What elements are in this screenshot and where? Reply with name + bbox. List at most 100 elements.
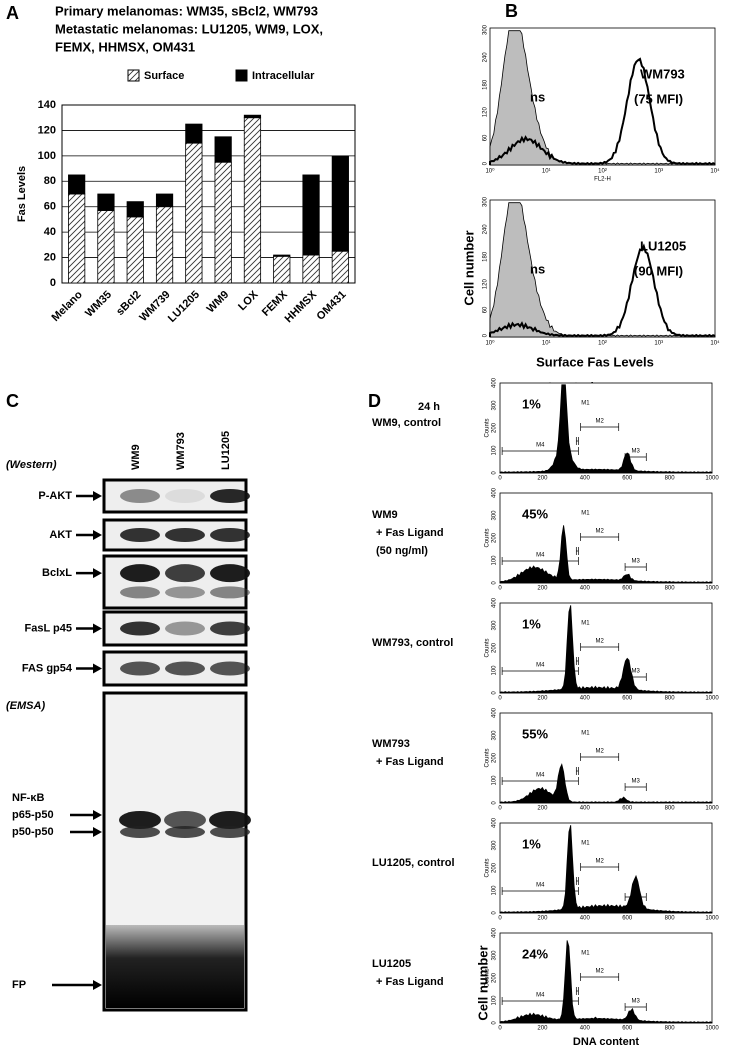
y-tick-label: 240 (483, 52, 489, 63)
x-tick-label: LOX (236, 288, 261, 313)
band (210, 621, 250, 636)
band (210, 489, 250, 503)
gate-label: M4 (536, 663, 545, 669)
y-tick-label: 80 (44, 175, 56, 187)
counts-label: Counts (485, 528, 491, 547)
x-tick-label: 0 (498, 806, 502, 812)
bar (243, 117, 262, 284)
condition-label: WM793, control (372, 637, 453, 649)
blot-label: FAS gp54 (22, 662, 73, 674)
legend-swatch (127, 69, 140, 82)
channel-label: FL2-H (594, 177, 611, 183)
counts-label: Counts (485, 968, 491, 987)
band (165, 621, 205, 636)
x-tick-label: 200 (537, 586, 548, 592)
y-tick-label: 180 (483, 79, 489, 90)
x-tick-label: 10⁴ (710, 168, 720, 175)
gate-label: M3 (632, 449, 641, 455)
arrow-head (93, 530, 102, 540)
legend-swatch (235, 69, 248, 82)
counts-label: Counts (485, 418, 491, 437)
bar (185, 142, 203, 284)
y-tick-label: 400 (492, 707, 498, 718)
x-tick-label: 1000 (705, 1026, 719, 1032)
x-axis-label: Surface Fas Levels (536, 354, 654, 369)
arrow-head (93, 663, 102, 674)
y-tick-label: 400 (492, 817, 498, 828)
blot-label: P-AKT (38, 490, 72, 502)
histogram-frame (499, 932, 713, 1024)
x-tick-label: 400 (580, 696, 591, 702)
bar (302, 174, 320, 256)
x-tick-label: 10² (598, 341, 607, 347)
x-tick-label: 600 (622, 1026, 633, 1032)
bar (97, 210, 115, 284)
panel-label: A (6, 3, 19, 23)
x-tick-label: OM431 (315, 289, 349, 323)
blot-label: FasL p45 (25, 622, 73, 634)
gate-label: M4 (536, 553, 545, 559)
cell-line: LU1205 (640, 238, 686, 253)
mfi-label: (90 MFI) (634, 263, 683, 278)
percent-label: 24% (522, 946, 548, 961)
bar (155, 206, 174, 284)
y-tick-label: 100 (492, 995, 498, 1006)
x-tick-label: 800 (665, 586, 676, 592)
x-tick-label: 200 (537, 696, 548, 702)
y-tick-label: 0 (483, 333, 489, 337)
bar (214, 136, 232, 163)
y-tick-label: 100 (492, 665, 498, 676)
gate-label: M1 (581, 621, 590, 627)
y-tick-label: 300 (483, 196, 489, 207)
x-tick-label: 0 (498, 696, 502, 702)
mfi-label: (75 MFI) (634, 91, 683, 106)
legend-label: Intracellular (252, 70, 315, 82)
y-axis-label: Fas Levels (16, 166, 28, 222)
x-tick-label: 400 (580, 806, 591, 812)
condition-label: (50 ng/ml) (376, 545, 428, 557)
subtitle: Primary melanomas: WM35, sBcl2, WM793 (55, 3, 318, 18)
y-tick-label: 200 (492, 862, 498, 873)
band (165, 586, 205, 599)
x-tick-label: 800 (665, 696, 676, 702)
band (210, 586, 250, 599)
x-tick-label: 400 (580, 1026, 591, 1032)
y-tick-label: 0 (492, 471, 498, 475)
band-label: FP (12, 979, 26, 991)
gate-label: M4 (536, 883, 545, 889)
bar (97, 193, 115, 211)
percent-label: 1% (522, 396, 541, 411)
condition-label: WM9 (372, 509, 398, 521)
y-tick-label: 180 (483, 251, 489, 262)
x-tick-label: HHMSX (283, 288, 320, 325)
band (120, 564, 160, 583)
y-tick-label: 400 (492, 597, 498, 608)
band (120, 489, 160, 503)
time-label: 24 h (418, 401, 440, 413)
y-tick-label: 300 (492, 400, 498, 411)
y-tick-label: 300 (492, 950, 498, 961)
y-tick-label: 0 (492, 691, 498, 695)
x-tick-label: 600 (622, 806, 633, 812)
y-tick-label: 200 (492, 422, 498, 433)
arrow-head (93, 980, 102, 990)
y-tick-label: 400 (492, 927, 498, 938)
histogram (499, 825, 713, 914)
blot-label: AKT (49, 529, 72, 541)
band (165, 661, 205, 676)
gate-label: M1 (581, 841, 590, 847)
x-tick-label: 400 (580, 586, 591, 592)
gate-label: M3 (632, 669, 641, 675)
band (165, 528, 205, 542)
gate-label: M1 (581, 951, 590, 957)
x-tick-label: 200 (537, 916, 548, 922)
gate-label: M2 (595, 419, 604, 425)
gate-label: M3 (632, 559, 641, 565)
x-tick-label: 400 (580, 916, 591, 922)
counts-label: Counts (485, 858, 491, 877)
y-tick-label: 100 (492, 445, 498, 456)
condition-label: WM9, control (372, 417, 441, 429)
x-tick-label: 0 (498, 476, 502, 482)
x-tick-label: 1000 (705, 806, 719, 812)
gate-label: M3 (632, 779, 641, 785)
